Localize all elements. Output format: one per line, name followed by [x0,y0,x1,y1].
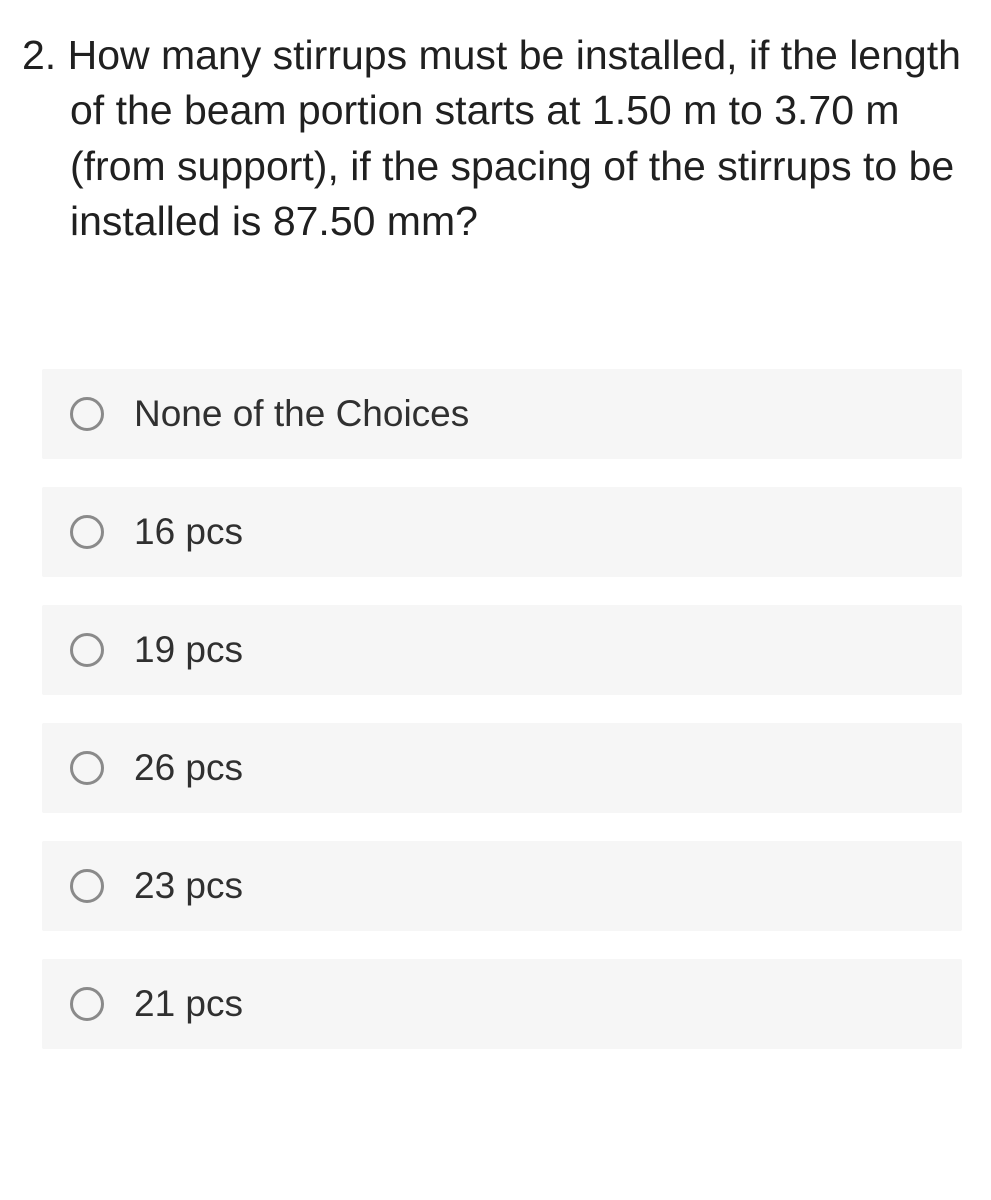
option-label: None of the Choices [134,393,469,435]
question-block: 2. How many stirrups must be installed, … [22,28,969,1049]
radio-icon [70,515,104,549]
option-row[interactable]: 21 pcs [42,959,962,1049]
option-label: 16 pcs [134,511,243,553]
radio-icon [70,633,104,667]
option-row[interactable]: 16 pcs [42,487,962,577]
radio-icon [70,987,104,1021]
option-label: 23 pcs [134,865,243,907]
option-row[interactable]: None of the Choices [42,369,962,459]
options-list: None of the Choices 16 pcs 19 pcs 26 pcs… [22,369,962,1049]
radio-icon [70,397,104,431]
option-label: 19 pcs [134,629,243,671]
option-label: 21 pcs [134,983,243,1025]
question-body: How many stirrups must be installed, if … [68,32,961,244]
option-row[interactable]: 23 pcs [42,841,962,931]
radio-icon [70,751,104,785]
option-row[interactable]: 26 pcs [42,723,962,813]
question-number: 2. [22,32,56,78]
option-label: 26 pcs [134,747,243,789]
question-text: 2. How many stirrups must be installed, … [70,28,969,249]
option-row[interactable]: 19 pcs [42,605,962,695]
radio-icon [70,869,104,903]
